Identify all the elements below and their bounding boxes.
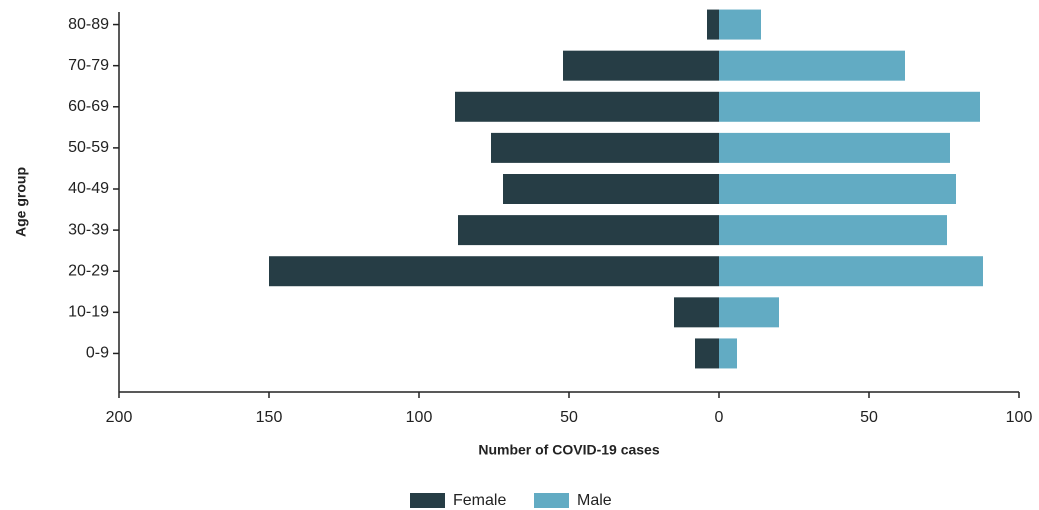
y-axis-title: Age group <box>13 167 29 237</box>
y-tick-label: 40-49 <box>68 180 109 197</box>
x-axis-title: Number of COVID-19 cases <box>478 442 659 458</box>
y-tick-label: 10-19 <box>68 304 109 321</box>
bar <box>455 91 719 122</box>
bar <box>563 50 719 81</box>
bar <box>674 297 719 328</box>
bar <box>269 256 719 287</box>
bar <box>719 50 905 81</box>
x-tick-label: 150 <box>256 409 283 426</box>
bar <box>458 215 719 246</box>
bar <box>707 9 719 40</box>
legend-swatch <box>410 493 445 508</box>
legend-label: Male <box>577 492 612 509</box>
x-tick-label: 100 <box>406 409 433 426</box>
x-tick-label: 50 <box>860 409 878 426</box>
legend-label: Female <box>453 492 506 509</box>
legend-swatch <box>534 493 569 508</box>
y-tick-label: 0-9 <box>86 345 109 362</box>
x-tick-label: 100 <box>1006 409 1033 426</box>
y-tick-label: 30-39 <box>68 221 109 238</box>
y-tick-label: 20-29 <box>68 262 109 279</box>
bar <box>719 297 779 328</box>
x-tick-label: 0 <box>715 409 724 426</box>
bar <box>695 338 719 369</box>
bar <box>719 91 980 122</box>
y-tick-label: 50-59 <box>68 139 109 156</box>
bar <box>719 256 983 287</box>
bar <box>719 338 737 369</box>
y-tick-label: 60-69 <box>68 98 109 115</box>
bar <box>719 174 956 204</box>
y-tick-label: 70-79 <box>68 57 109 74</box>
bar <box>503 174 719 204</box>
bar <box>719 9 761 40</box>
y-tick-label: 80-89 <box>68 16 109 33</box>
bar <box>719 132 950 163</box>
bar <box>491 132 719 163</box>
x-tick-label: 50 <box>560 409 578 426</box>
bar <box>719 215 947 246</box>
x-tick-label: 200 <box>106 409 133 426</box>
